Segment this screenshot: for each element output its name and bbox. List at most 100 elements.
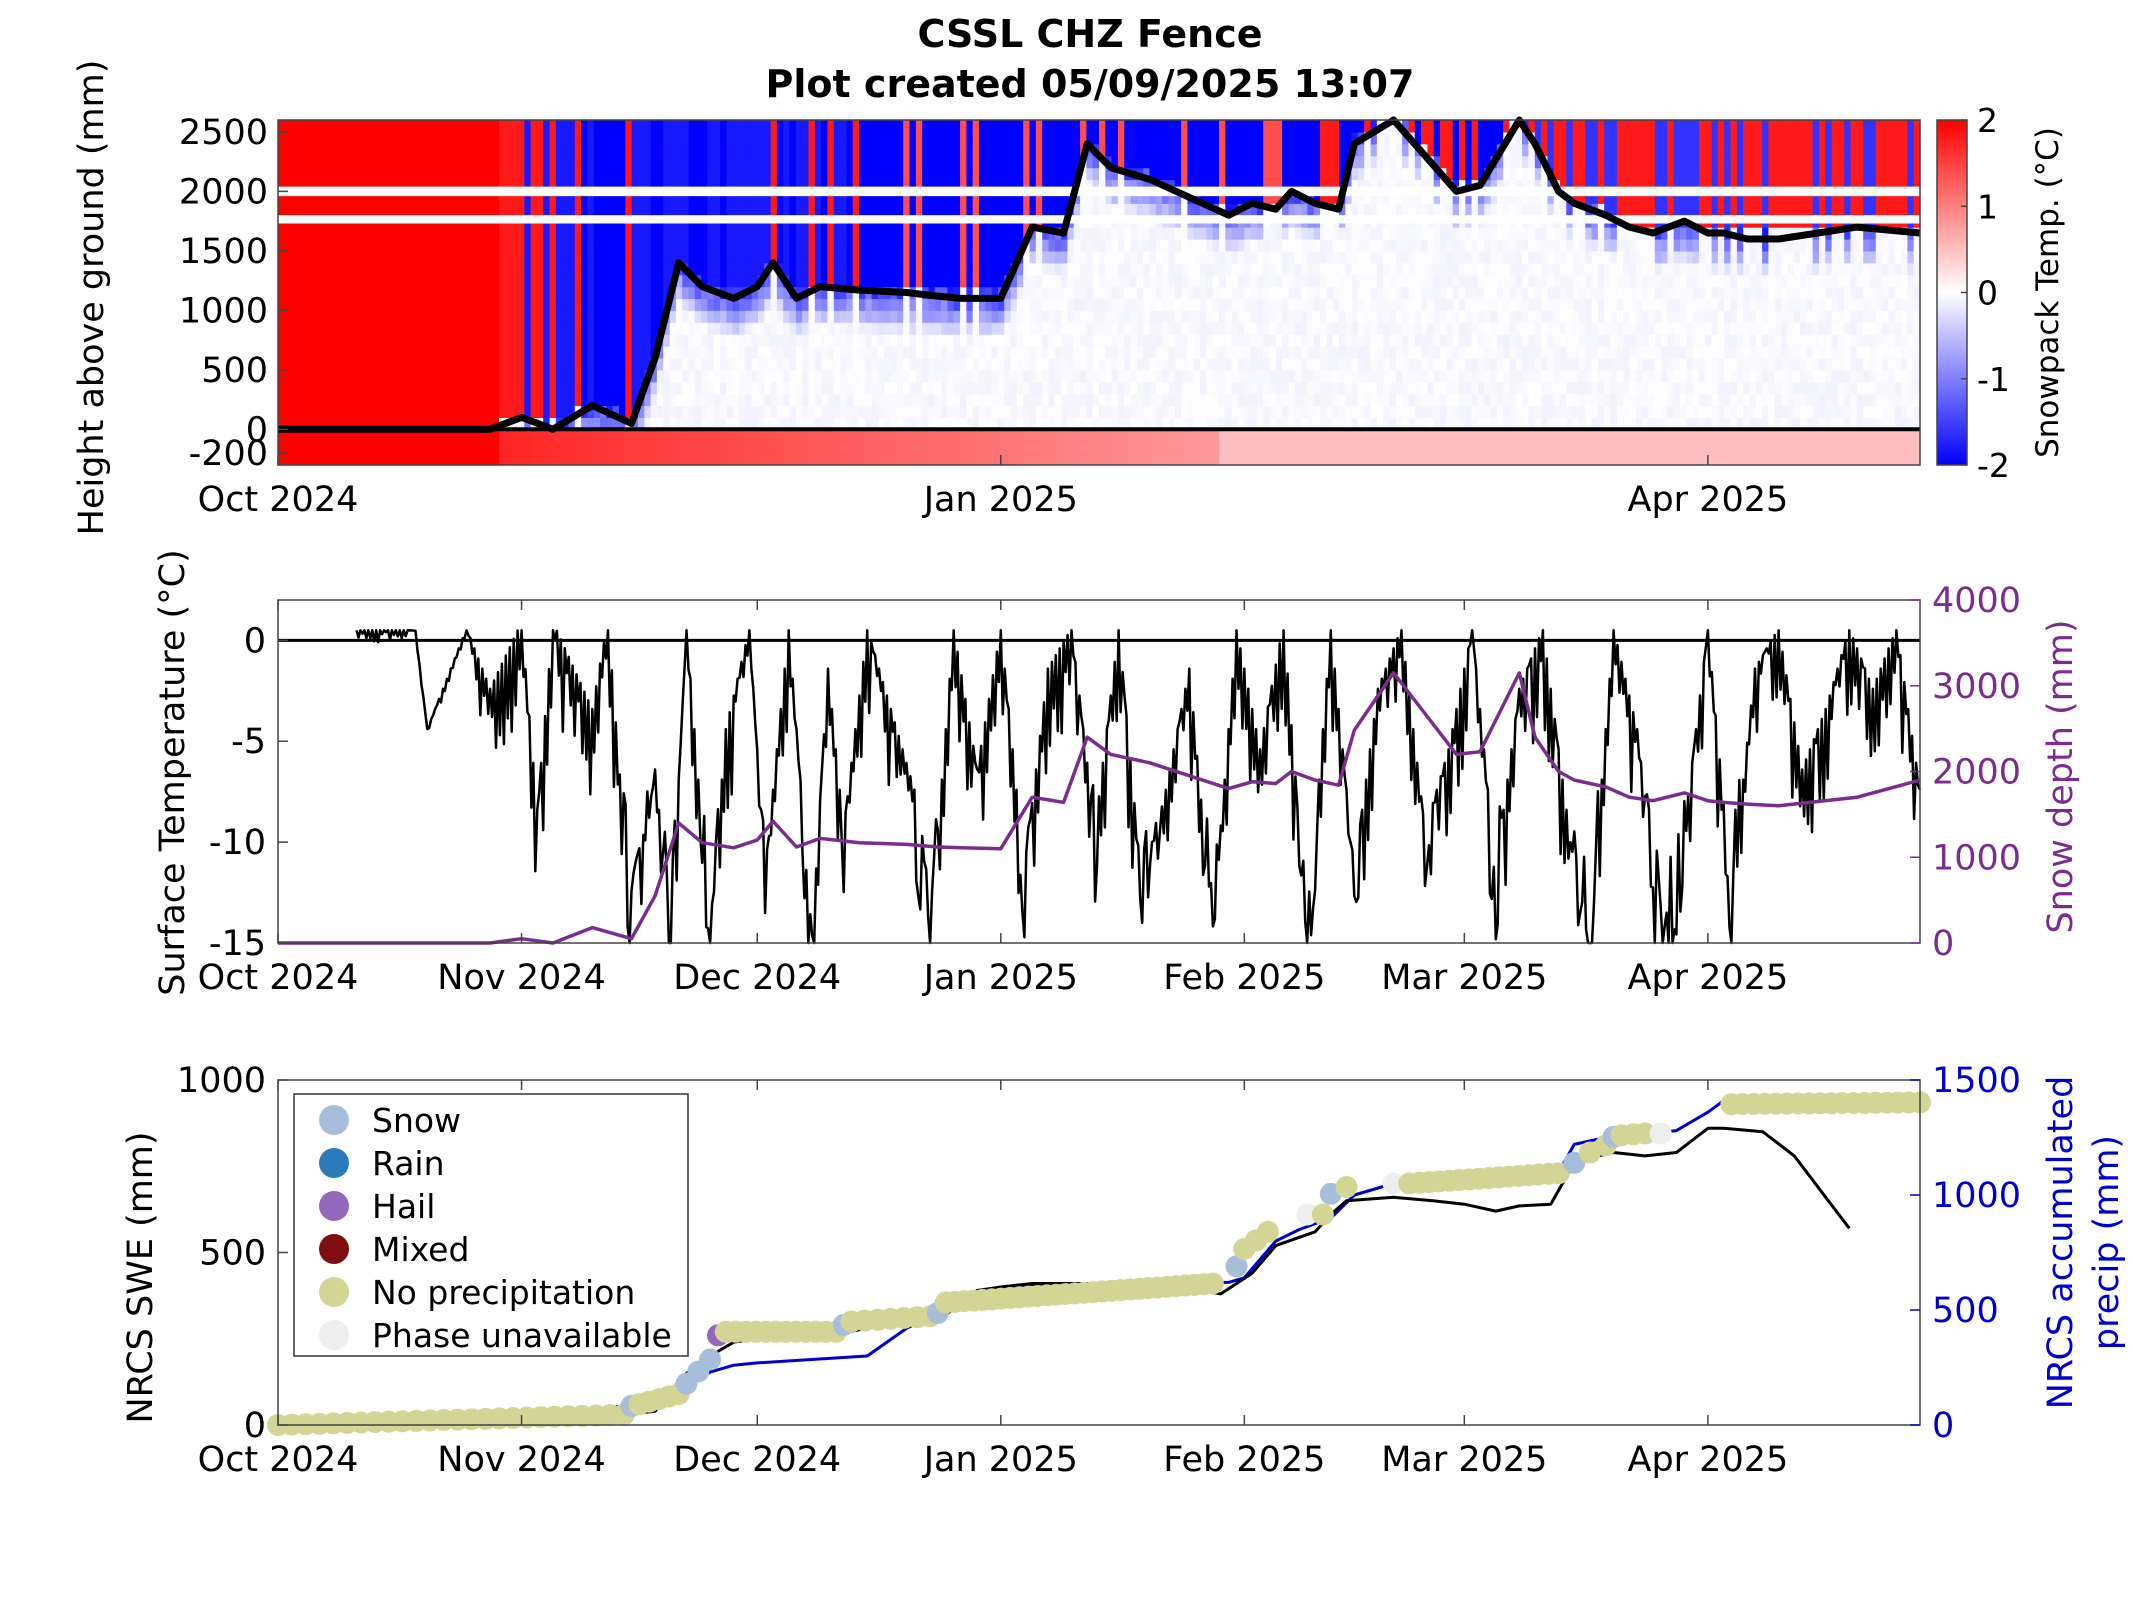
heatmap-cell — [726, 393, 734, 407]
heatmap-cell — [360, 155, 367, 169]
heatmap-cell — [1187, 405, 1195, 418]
heatmap-cell — [511, 155, 519, 169]
heatmap-cell — [631, 286, 639, 300]
heatmap-cell — [726, 334, 734, 347]
heatmap-cell — [871, 120, 879, 133]
heatmap-cell — [555, 322, 563, 335]
heatmap-cell — [1256, 191, 1264, 204]
heatmap-cell — [341, 203, 349, 216]
heatmap-cell — [1313, 429, 1321, 465]
heatmap-cell — [1099, 346, 1106, 359]
heatmap-cell — [650, 191, 658, 204]
heatmap-cell — [600, 310, 607, 323]
heatmap-cell — [802, 203, 810, 216]
heatmap-cell — [966, 131, 974, 145]
heatmap-cell — [1042, 203, 1050, 216]
heatmap-cell — [1282, 417, 1289, 430]
heatmap-cell — [606, 429, 614, 465]
heatmap-cell — [505, 227, 513, 240]
heatmap-cell — [1225, 298, 1233, 311]
heatmap-cell — [1136, 131, 1144, 145]
heatmap-cell — [758, 393, 765, 407]
heatmap-cell — [467, 250, 475, 264]
heatmap-cell — [1181, 203, 1188, 216]
heatmap-cell — [638, 417, 645, 430]
heatmap-cell — [947, 429, 955, 465]
heatmap-cell — [360, 274, 367, 288]
heatmap-cell — [1389, 120, 1397, 133]
heatmap-cell — [1313, 250, 1321, 264]
heatmap-cell — [1155, 250, 1163, 264]
heatmap-cell — [1231, 155, 1239, 169]
heatmap-cell — [442, 262, 450, 276]
heatmap-cell — [966, 191, 974, 204]
heatmap-cell — [644, 429, 652, 465]
heatmap-cell — [366, 298, 374, 311]
heatmap-cell — [1440, 227, 1447, 240]
heatmap-cell — [1099, 274, 1106, 288]
heatmap-cell — [1105, 405, 1113, 418]
heatmap-cell — [442, 322, 450, 335]
heatmap-cell — [1004, 369, 1012, 383]
heatmap-cell — [1099, 131, 1106, 145]
heatmap-cell — [1326, 274, 1334, 288]
heatmap-cell — [972, 429, 980, 465]
heatmap-cell — [448, 155, 456, 169]
heatmap-cell — [1219, 179, 1226, 192]
heatmap-cell — [505, 405, 513, 418]
heatmap-cell — [284, 191, 292, 204]
heatmap-cell — [398, 298, 405, 311]
heatmap-cell — [1016, 179, 1024, 192]
heatmap-cell — [1345, 346, 1353, 359]
heatmap-cell — [334, 239, 342, 252]
heatmap-cell — [1073, 393, 1081, 407]
heatmap-cell — [1421, 369, 1428, 383]
heatmap-cell — [979, 274, 986, 288]
heatmap-cell — [776, 322, 784, 335]
heatmap-cell — [1117, 381, 1125, 395]
heatmap-cell — [751, 405, 759, 418]
heatmap-cell — [1402, 143, 1409, 157]
heatmap-cell — [1282, 357, 1289, 371]
heatmap-cell — [1111, 179, 1119, 192]
heatmap-cell — [960, 405, 967, 418]
heatmap-cell — [1029, 167, 1037, 181]
heatmap-cell — [1111, 417, 1119, 430]
heatmap-cell — [644, 179, 652, 192]
heatmap-cell — [315, 298, 323, 311]
heatmap-cell — [1080, 191, 1087, 204]
heatmap-cell — [1212, 310, 1220, 323]
heatmap-cell — [385, 346, 393, 359]
heatmap-cell — [1351, 227, 1359, 240]
heatmap-cell — [903, 179, 911, 192]
heatmap-cell — [1174, 179, 1182, 192]
heatmap-cell — [783, 393, 791, 407]
heatmap-cell — [1130, 227, 1138, 240]
heatmap-cell — [776, 369, 784, 383]
heatmap-cell — [720, 274, 727, 288]
heatmap-cell — [1111, 322, 1119, 335]
heatmap-cell — [1244, 298, 1252, 311]
heatmap-cell — [442, 239, 450, 252]
heatmap-cell — [1219, 143, 1226, 157]
heatmap-cell — [1339, 429, 1346, 465]
heatmap-cell — [1433, 322, 1441, 335]
heatmap-cell — [593, 286, 601, 300]
heatmap-cell — [960, 298, 967, 311]
heatmap-cell — [435, 310, 443, 323]
heatmap-cell — [827, 417, 835, 430]
heatmap-cell — [960, 191, 967, 204]
heatmap-cell — [398, 357, 405, 371]
heatmap-cell — [726, 286, 734, 300]
heatmap-cell — [1256, 322, 1264, 335]
heatmap-cell — [296, 155, 304, 169]
heatmap-cell — [1357, 155, 1365, 169]
heatmap-cell — [903, 429, 911, 465]
heatmap-cell — [682, 357, 690, 371]
heatmap-cell — [694, 405, 702, 418]
heatmap-cell — [1383, 179, 1391, 192]
heatmap-cell — [720, 310, 727, 323]
heatmap-cell — [979, 179, 986, 192]
heatmap-cell — [928, 393, 936, 407]
heatmap-cell — [536, 250, 544, 264]
